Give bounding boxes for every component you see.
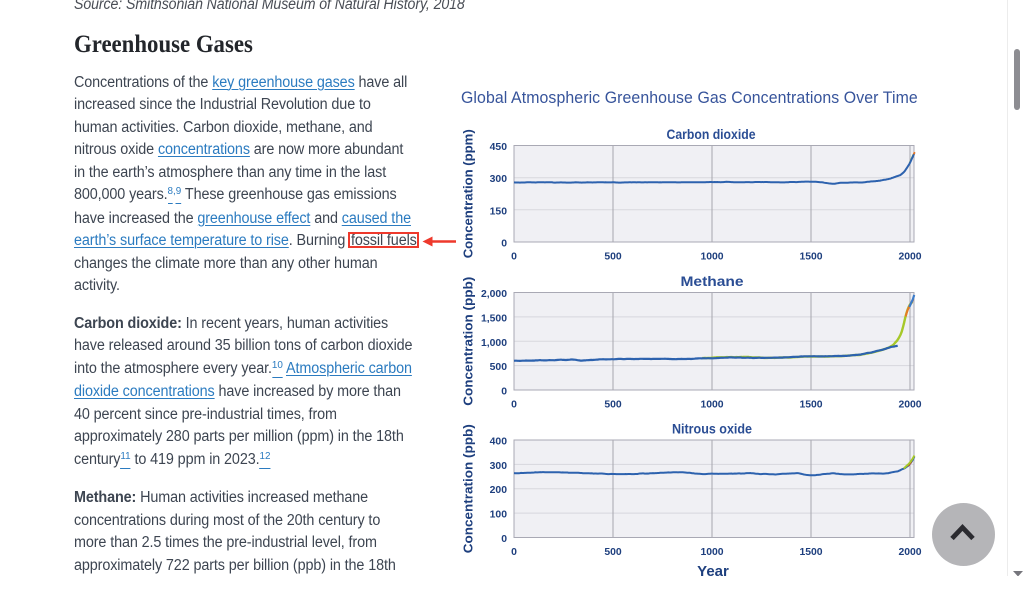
svg-text:1,000: 1,000 — [481, 338, 507, 349]
svg-text:0: 0 — [511, 547, 517, 558]
svg-text:300: 300 — [490, 461, 508, 472]
svg-text:Nitrous oxide: Nitrous oxide — [672, 421, 752, 437]
svg-text:1000: 1000 — [700, 399, 723, 410]
svg-text:1,500: 1,500 — [481, 313, 507, 324]
svg-text:1500: 1500 — [799, 547, 822, 558]
svg-text:Concentration (ppb): Concentration (ppb) — [462, 424, 476, 553]
svg-text:2000: 2000 — [898, 251, 921, 262]
svg-text:500: 500 — [604, 251, 622, 262]
svg-text:200: 200 — [490, 485, 508, 496]
svg-text:Concentration (ppb): Concentration (ppb) — [462, 277, 476, 406]
svg-text:0: 0 — [511, 399, 517, 410]
svg-text:400: 400 — [490, 437, 508, 448]
svg-text:100: 100 — [490, 510, 508, 521]
svg-text:Concentration (ppm): Concentration (ppm) — [462, 129, 476, 258]
svg-text:150: 150 — [490, 206, 508, 217]
svg-text:1500: 1500 — [799, 251, 822, 262]
svg-text:2000: 2000 — [898, 547, 921, 558]
svg-text:2,000: 2,000 — [481, 289, 507, 300]
svg-text:500: 500 — [604, 547, 622, 558]
svg-text:0: 0 — [501, 387, 507, 398]
svg-text:1000: 1000 — [700, 251, 723, 262]
svg-text:Year: Year — [697, 563, 729, 576]
svg-text:Methane: Methane — [681, 273, 744, 289]
svg-text:0: 0 — [501, 239, 507, 250]
svg-text:1000: 1000 — [700, 547, 723, 558]
svg-text:300: 300 — [490, 174, 508, 185]
svg-text:1500: 1500 — [799, 399, 822, 410]
svg-text:2000: 2000 — [898, 399, 921, 410]
svg-text:0: 0 — [501, 534, 507, 545]
svg-text:500: 500 — [604, 399, 622, 410]
svg-text:450: 450 — [490, 142, 508, 153]
svg-text:0: 0 — [511, 251, 517, 262]
svg-text:Carbon dioxide: Carbon dioxide — [667, 126, 756, 142]
svg-text:500: 500 — [490, 362, 508, 373]
